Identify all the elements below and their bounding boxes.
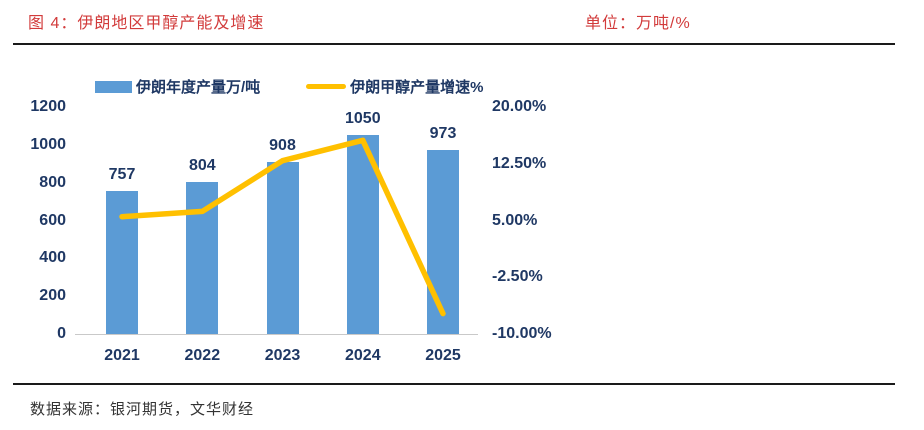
x-axis-tick-label: 2025 [425,347,461,364]
x-axis-tick-label: 2023 [264,347,301,364]
bar-2022 [186,181,219,334]
legend-item-production: 伊朗年度产量万/吨 [95,76,260,97]
line-series-swatch-icon [306,84,347,89]
legend-label-production: 伊朗年度产量万/吨 [136,79,261,96]
x-axis-tick-label: 2022 [184,347,221,364]
right-axis-tick-label: -2.50% [492,268,543,286]
left-axis-tick-label: 200 [39,287,66,305]
legend-label-growth: 伊朗甲醇产量增速% [350,79,484,96]
left-axis-tick-label: 1000 [30,135,66,153]
bar-2024 [346,135,379,334]
left-axis-tick-label: 0 [57,325,66,342]
bar-value-label: 757 [108,165,136,183]
right-axis-tick-label: -10.00% [492,325,552,342]
data-source: 数据来源：银河期货，文华财经 [30,401,255,418]
right-axis-tick-label: 12.50% [492,154,547,172]
left-axis-tick-label: 400 [39,249,66,267]
bar-series-swatch-icon [95,80,132,93]
bar-value-label: 804 [188,156,216,174]
x-axis-tick-label: 2021 [104,347,140,364]
bar-value-label: 973 [429,124,457,142]
left-axis-tick-label: 800 [39,173,66,191]
left-axis-tick-label: 1200 [30,98,66,115]
x-axis-line [75,334,478,335]
figure-title: 图 4：伊朗地区甲醇产能及增速 [28,15,265,32]
bar-2025 [427,149,459,334]
bar-value-label: 1050 [345,110,381,128]
bar-2021 [106,190,138,334]
bar-2023 [266,162,299,334]
left-axis-tick-label: 600 [39,211,66,229]
right-axis-tick-label: 5.00% [492,211,538,229]
bottom-divider [13,383,895,385]
bar-value-label: 908 [269,137,296,155]
unit-label: 单位：万吨/% [585,15,691,32]
x-axis-tick-label: 2024 [345,347,381,364]
chart-legend: 伊朗年度产量万/吨 伊朗甲醇产量增速% [95,76,484,97]
top-divider [13,43,895,45]
legend-item-growth: 伊朗甲醇产量增速% [306,76,484,97]
right-axis-tick-label: 20.00% [492,98,547,115]
